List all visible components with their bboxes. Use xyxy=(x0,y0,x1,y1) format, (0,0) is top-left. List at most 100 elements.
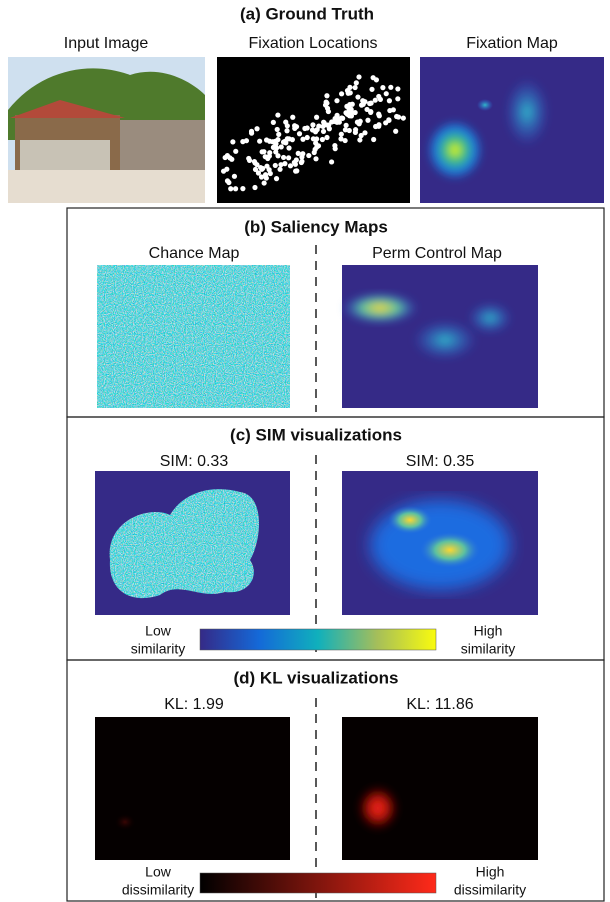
fixation-dot xyxy=(338,136,344,142)
kl-map-perm xyxy=(342,717,538,860)
colorbar-label: dissimilarity xyxy=(122,882,194,898)
fixation-dot xyxy=(304,134,310,141)
fixation-dots xyxy=(220,74,406,192)
fixation-dot xyxy=(232,186,239,192)
fixation-dot xyxy=(338,91,345,97)
fixation-dot xyxy=(376,93,382,100)
fixation-dot xyxy=(376,123,382,129)
fixation-dot xyxy=(319,136,326,143)
fixation-dot xyxy=(233,148,239,154)
fixation-dot xyxy=(224,166,230,172)
panel-label: Chance Map xyxy=(149,245,240,262)
fixation-dot xyxy=(380,85,386,91)
fixation-dot xyxy=(386,117,392,123)
fixation-dot xyxy=(344,103,350,109)
fixation-dot xyxy=(273,149,279,155)
fixation-dot xyxy=(300,136,306,142)
fixation-dot xyxy=(284,128,290,134)
fixation-dot xyxy=(386,98,393,104)
fixation-dot xyxy=(334,98,340,104)
fixation-dot xyxy=(338,131,344,137)
fixation-dot xyxy=(352,129,359,135)
fixation-dot xyxy=(283,119,289,125)
panel-label: KL: 1.99 xyxy=(164,696,224,713)
fixation-dot xyxy=(329,159,335,165)
fixation-dot xyxy=(360,98,366,104)
fixation-dot xyxy=(231,173,238,179)
fixation-dot xyxy=(230,139,236,145)
perm-control-map xyxy=(342,265,538,408)
fixation-dot xyxy=(309,127,316,133)
fixation-dot xyxy=(364,106,370,113)
fixation-dot xyxy=(393,128,399,134)
fixation-dot xyxy=(343,122,349,128)
fixation-dot xyxy=(282,161,288,167)
colorbar xyxy=(199,872,437,894)
fixation-dot xyxy=(294,168,300,174)
fixation-dot xyxy=(283,140,289,146)
chance-map xyxy=(97,265,290,408)
fixation-dot xyxy=(348,113,355,119)
fixation-dot xyxy=(345,90,351,96)
fixation-dot xyxy=(352,84,358,91)
fixation-dot xyxy=(331,118,337,125)
fixation-dot xyxy=(276,131,282,137)
fixation-dot xyxy=(349,101,355,107)
panel-label: Fixation Locations xyxy=(249,35,378,52)
fixation-dot xyxy=(273,176,280,182)
panel-label: SIM: 0.33 xyxy=(160,453,229,470)
fixation-dot xyxy=(310,136,316,142)
section-title: (b) Saliency Maps xyxy=(244,217,388,236)
fixation-dot xyxy=(290,114,296,120)
fixation-dot xyxy=(286,136,292,142)
fixation-dot xyxy=(387,107,393,114)
fixation-dot xyxy=(314,114,320,120)
fixation-dot xyxy=(240,186,246,192)
colorbar xyxy=(199,628,437,651)
fixation-dot xyxy=(355,94,361,100)
fixation-dot xyxy=(316,123,322,129)
fixation-dot xyxy=(272,138,278,144)
fixation-dot xyxy=(296,131,303,137)
fixation-dot xyxy=(260,165,266,172)
kl-map-chance xyxy=(95,717,290,860)
fixation-dot xyxy=(400,115,406,121)
fixation-dot xyxy=(394,113,400,120)
fixation-dot xyxy=(357,137,363,143)
fixation-dot xyxy=(383,91,389,97)
colorbar-label: Low xyxy=(145,623,172,639)
fixation-dot xyxy=(255,170,262,176)
fixation-dot xyxy=(371,136,377,143)
fixation-dot xyxy=(388,84,394,90)
fixation-dot xyxy=(362,130,368,136)
fixation-dot xyxy=(246,157,253,164)
fixation-dot xyxy=(346,127,352,134)
fixation-dot xyxy=(277,166,283,172)
fixation-dot xyxy=(340,115,346,121)
fixation-dot xyxy=(304,125,310,131)
fixation-dot xyxy=(373,77,380,83)
fixation-dot xyxy=(369,86,375,92)
fixation-dot xyxy=(314,144,320,150)
fixation-map xyxy=(420,57,604,203)
fixation-dot xyxy=(274,126,280,133)
fixation-dot xyxy=(347,84,353,90)
fixation-dot xyxy=(322,102,329,108)
fixation-dot xyxy=(395,86,401,92)
fixation-dot xyxy=(278,144,284,150)
fixation-dot xyxy=(299,154,305,160)
fixation-dot xyxy=(275,153,281,159)
panel-label: SIM: 0.35 xyxy=(406,453,475,470)
fixation-dot xyxy=(306,152,312,159)
fixation-dot xyxy=(324,93,330,99)
colorbar-label: similarity xyxy=(131,641,185,657)
section-box xyxy=(66,659,605,902)
fixation-dot xyxy=(270,119,276,125)
fixation-dot xyxy=(293,124,300,130)
fixation-dot xyxy=(270,144,276,150)
fixation-dot xyxy=(372,97,378,103)
fixation-dot xyxy=(287,163,294,169)
section-title: (a) Ground Truth xyxy=(240,4,374,23)
